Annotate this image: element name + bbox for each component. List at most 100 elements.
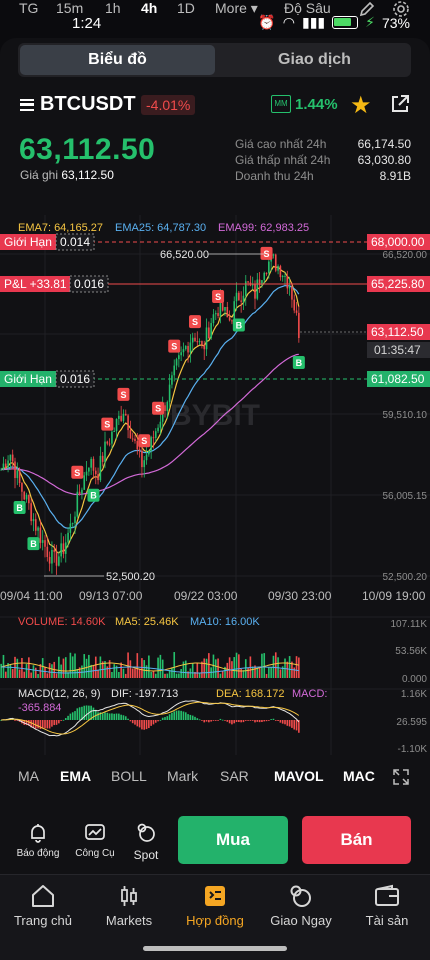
favorite-star-icon[interactable]: ★ xyxy=(350,92,372,119)
volume-bar xyxy=(205,658,208,678)
macd-bar xyxy=(173,711,176,720)
tf-4h[interactable]: 4h xyxy=(141,0,158,16)
ind-boll[interactable]: BOLL xyxy=(111,768,147,784)
macd-bar xyxy=(85,705,88,720)
volume-bar xyxy=(281,666,284,678)
macd-bar xyxy=(231,720,233,725)
macd-dea-label: DEA: 168.172 xyxy=(216,688,285,700)
marker-letter: S xyxy=(141,436,147,446)
nav-home[interactable]: Trang chủ xyxy=(0,883,86,928)
ind-macd[interactable]: MAC xyxy=(343,768,375,784)
volume-bar xyxy=(44,666,46,678)
macd-bar xyxy=(196,718,199,720)
marker-letter: S xyxy=(155,404,161,414)
candle-body xyxy=(48,556,51,564)
candle-body xyxy=(0,469,2,471)
macd-bar xyxy=(129,720,132,722)
candle-body xyxy=(23,491,26,500)
volume-bar xyxy=(168,669,171,678)
macd-bar xyxy=(44,720,46,729)
candle-body xyxy=(122,413,125,421)
tf-time[interactable]: TG xyxy=(19,0,39,16)
macd-bar xyxy=(256,720,259,722)
volume-bar xyxy=(97,670,99,678)
alert-tool[interactable]: Báo động xyxy=(13,822,63,859)
macd-bar xyxy=(150,720,152,726)
volume-bar xyxy=(157,657,159,678)
draw-pencil-icon[interactable] xyxy=(358,0,376,18)
macd-bar xyxy=(97,712,99,720)
macd-bar xyxy=(175,710,178,720)
macd-bar xyxy=(14,720,16,721)
macd-bar xyxy=(212,720,215,721)
nav-contracts[interactable]: Hợp đồng xyxy=(172,883,258,928)
buy-button[interactable]: Mua xyxy=(178,816,288,864)
trade-markers: B B S B S S S S S S S B S B xyxy=(13,246,305,551)
macd-bar xyxy=(141,720,143,730)
chart-tools[interactable]: Công Cụ xyxy=(70,822,120,859)
macd-bar xyxy=(122,715,125,720)
volume-bar xyxy=(4,671,7,678)
ind-ma[interactable]: MA xyxy=(18,768,39,784)
tf-1h[interactable]: 1h xyxy=(105,0,121,16)
tf-depth[interactable]: Độ Sâu xyxy=(284,0,331,16)
last-price-tag xyxy=(367,324,430,340)
volume-ma5-line xyxy=(1,662,299,672)
marker-box xyxy=(71,465,84,479)
tab-trade[interactable]: Giao dịch xyxy=(278,51,351,68)
macd-bar xyxy=(34,720,37,729)
volume-bar xyxy=(18,669,21,678)
macd-bar xyxy=(201,720,203,721)
settings-gear-icon[interactable] xyxy=(392,0,410,18)
limit-top-order[interactable]: Giới Hạn 0.014 xyxy=(0,233,95,251)
tf-15m[interactable]: 15m xyxy=(56,0,84,16)
macd-bar xyxy=(131,720,134,724)
candle-body xyxy=(71,523,74,525)
ind-ema[interactable]: EMA xyxy=(60,768,92,784)
pnl-order[interactable]: P&L +33.81 0.016 xyxy=(0,275,109,293)
candle-body xyxy=(30,503,32,522)
nav-assets[interactable]: Tài sản xyxy=(344,883,430,928)
volume-bar xyxy=(173,652,176,678)
price-chart[interactable]: BYBIT EMA7: 64,165.27 EMA25: 64,787.30 E… xyxy=(0,215,430,755)
buy-marker: B xyxy=(87,488,100,502)
volume-bar xyxy=(244,659,247,678)
ind-mavol[interactable]: MAVOL xyxy=(274,768,324,784)
tf-more[interactable]: More ▾ xyxy=(215,0,258,16)
nav-markets-label: Markets xyxy=(105,913,153,928)
macd-bar xyxy=(127,718,129,720)
candle-body xyxy=(94,470,97,475)
ind-mark[interactable]: Mark xyxy=(167,768,199,784)
x-tick-3: 09/30 23:00 xyxy=(268,589,332,603)
candle-body xyxy=(39,527,42,543)
sell-marker: S xyxy=(168,339,181,353)
candle-body xyxy=(159,421,162,428)
ind-sar[interactable]: SAR xyxy=(220,768,249,784)
tf-1d[interactable]: 1D xyxy=(177,0,195,16)
volume-bar xyxy=(191,663,194,678)
volume-bar xyxy=(74,653,76,678)
share-icon[interactable] xyxy=(390,94,410,114)
pair-selector[interactable]: BTCUSDT xyxy=(20,93,136,116)
nav-spot[interactable]: Giao Ngay xyxy=(258,883,344,928)
macd-bar xyxy=(238,720,240,723)
ema7-label: EMA7: 64,165.27 xyxy=(18,222,103,234)
tab-chart[interactable]: Biểu đồ xyxy=(20,45,215,75)
macd-bar xyxy=(152,720,155,725)
volume-bar xyxy=(46,673,49,678)
spot-tool[interactable]: Spot xyxy=(121,822,171,862)
sell-marker: S xyxy=(189,315,201,329)
candle-body xyxy=(115,418,118,432)
limit-top-label: Giới Hạn xyxy=(4,235,52,249)
fullscreen-icon[interactable] xyxy=(393,769,409,785)
sell-button[interactable]: Bán xyxy=(302,816,411,864)
macd-bar xyxy=(210,720,212,722)
candle-body xyxy=(28,494,30,504)
spot-tool-label: Spot xyxy=(133,848,159,862)
limit-bottom-order[interactable]: Giới Hạn 0.016 xyxy=(0,370,95,388)
stat-high-label: Giá cao nhất 24h xyxy=(235,137,327,151)
main-panel xyxy=(0,38,430,960)
nav-markets[interactable]: Markets xyxy=(86,883,172,928)
macd-bar xyxy=(191,715,194,720)
candle-body xyxy=(272,254,275,256)
